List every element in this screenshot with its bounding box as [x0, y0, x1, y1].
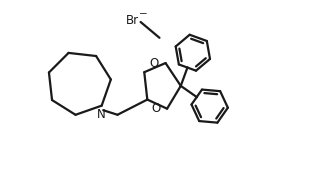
Text: N: N: [97, 108, 105, 121]
Text: O: O: [151, 102, 160, 115]
Text: O: O: [150, 57, 159, 70]
Text: −: −: [139, 9, 147, 19]
Text: Br: Br: [126, 14, 139, 27]
